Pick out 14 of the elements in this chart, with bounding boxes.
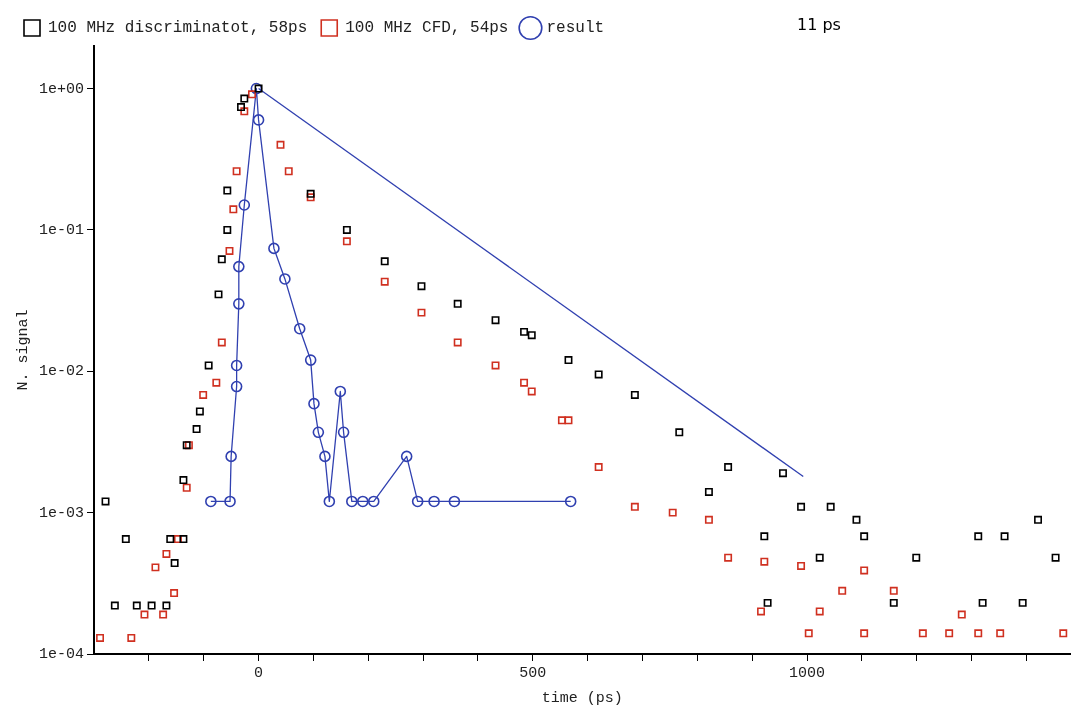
y-tick-label: 1e-02: [38, 363, 85, 381]
y-tick-label: 1e-04: [38, 645, 85, 663]
legend-label: result: [546, 19, 605, 38]
legend-label: 100 MHz discriminatot, 58ps: [48, 19, 308, 38]
text: 11 ps: [797, 15, 841, 35]
y-tick-label: 1e-01: [38, 221, 85, 239]
y-axis-title: N. signal: [14, 309, 32, 391]
x-tick-label: 1000: [789, 664, 826, 682]
x-tick-label: 0: [254, 664, 264, 682]
x-tick-label: 500: [519, 664, 547, 682]
legend-label: 100 MHz CFD, 54ps: [345, 19, 509, 38]
x-axis-title: time (ps): [541, 689, 623, 707]
y-tick-label: 1e+00: [38, 80, 85, 98]
y-tick-label: 1e-03: [38, 504, 85, 522]
